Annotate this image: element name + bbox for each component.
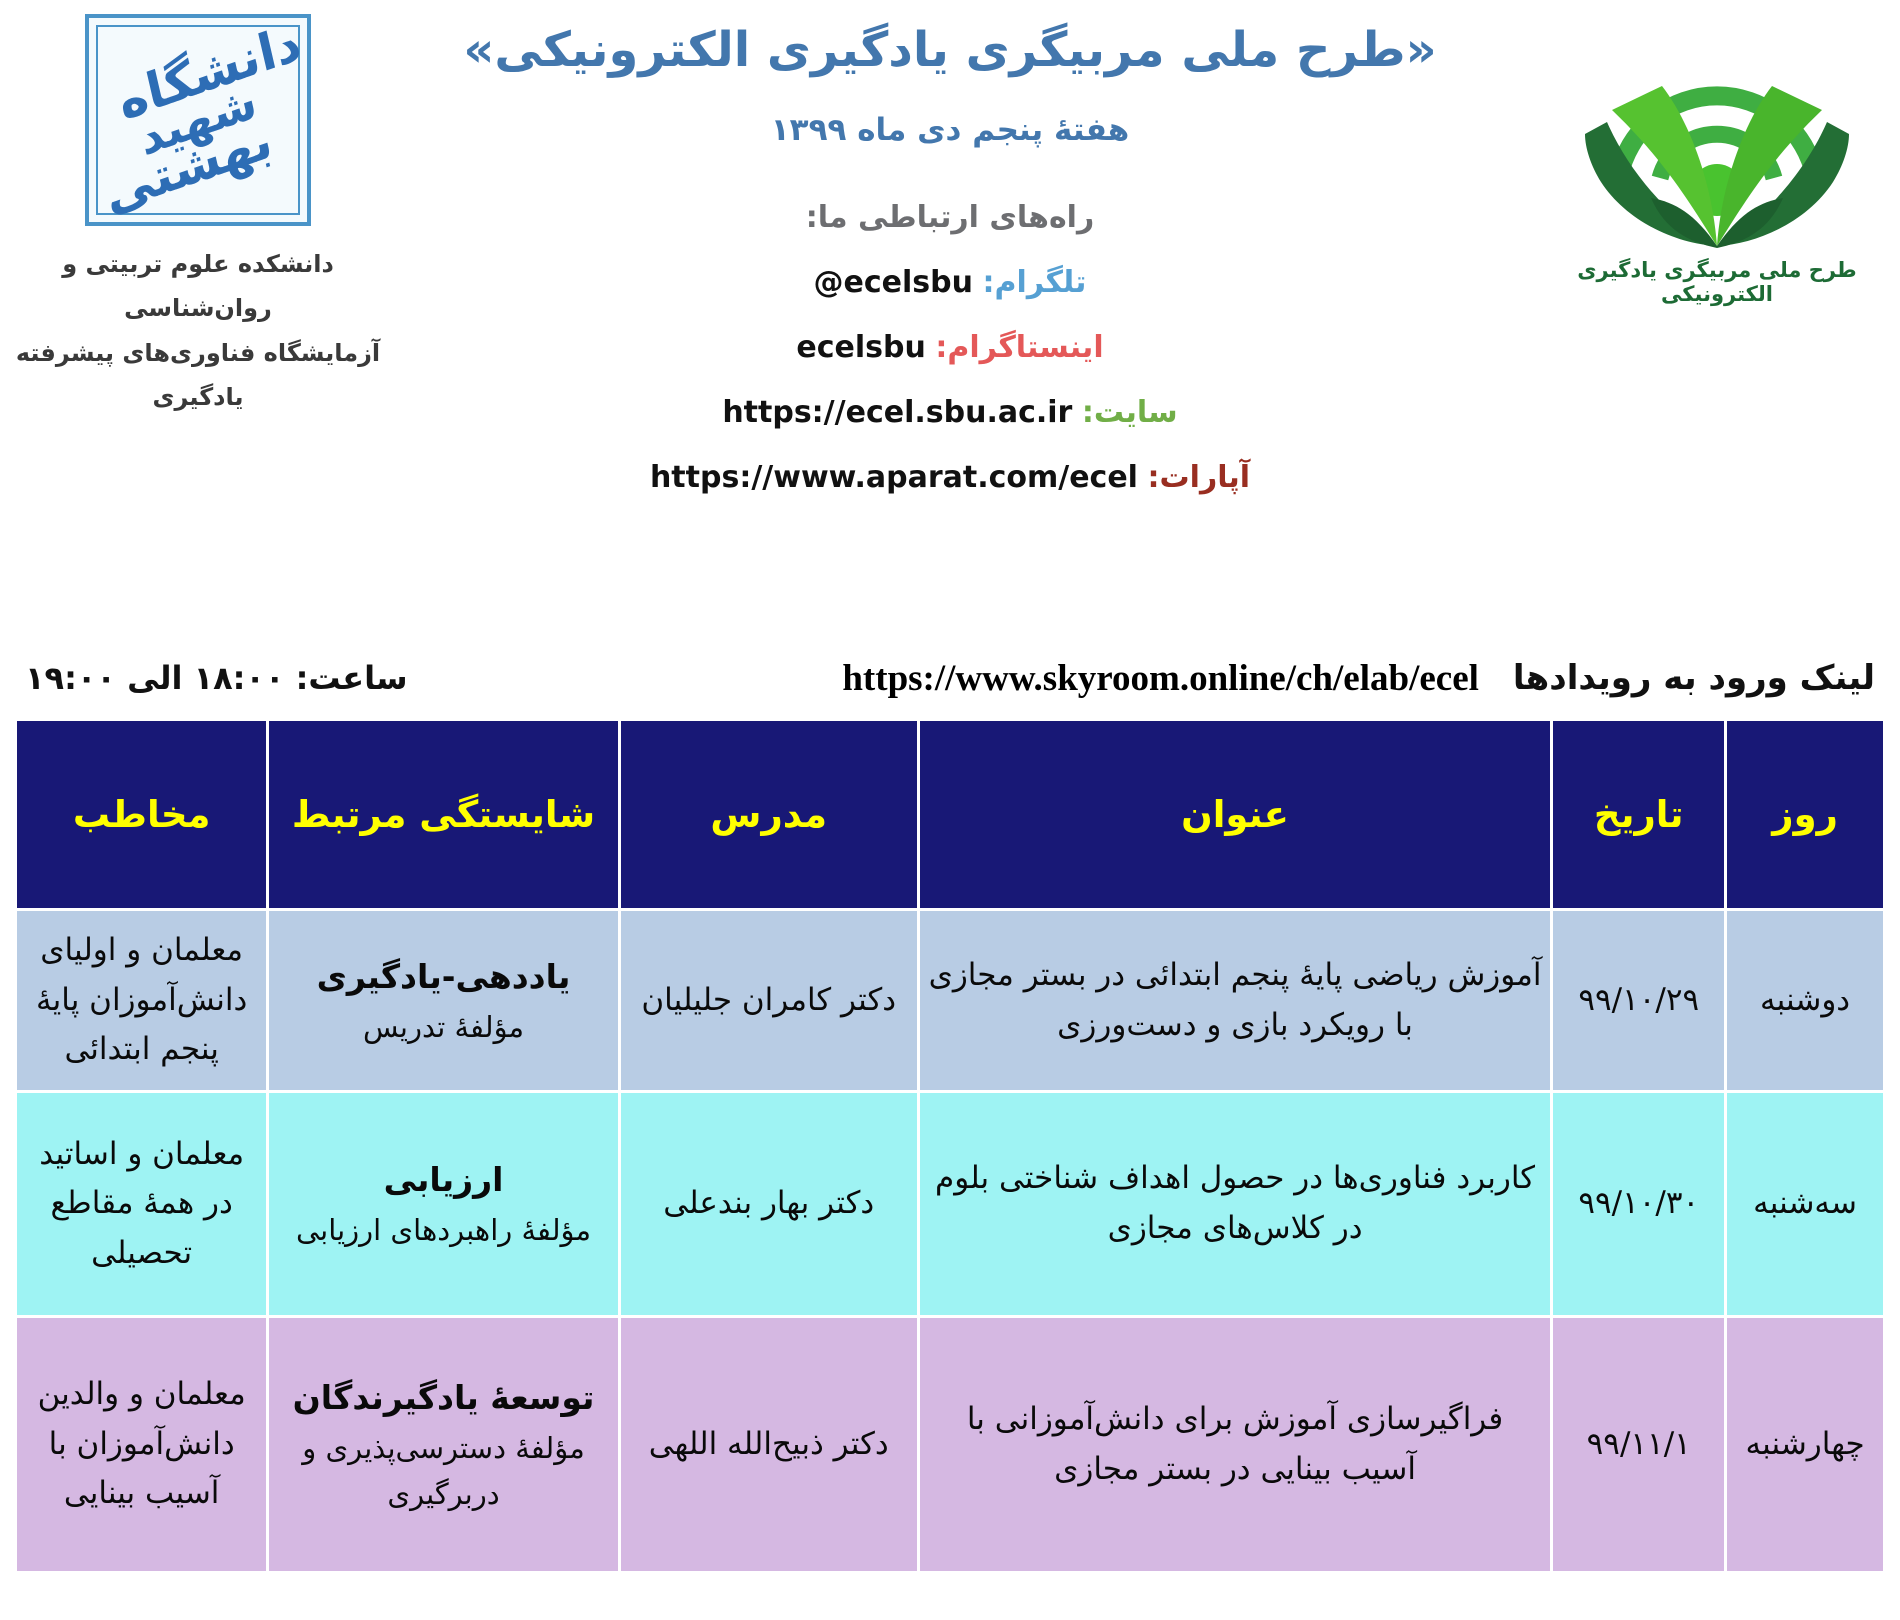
cell-title: کاربرد فناوری‌ها در حصول اهداف شناختی بل… [916,1090,1554,1318]
cell-title: آموزش ریاضی پایهٔ پنجم ابتدائی در بستر م… [916,908,1554,1093]
website-label: سایت: [1081,395,1178,430]
page-subtitle: هفتهٔ پنجم دی ماه ۱۳۹۹ [770,112,1130,148]
contact-line-aparat: آپارات: https://www.aparat.com/ecel [450,460,1450,495]
telegram-handle[interactable]: @ecelsbu [813,265,973,300]
aparat-url[interactable]: https://www.aparat.com/ecel [649,460,1138,495]
university-block: دانشگاه شهید بهشتی دانشکده علوم تربیتی و… [8,13,388,420]
competency-sub: مؤلفهٔ راهبردهای ارزیابی [295,1213,592,1248]
telegram-label: تلگرام: [982,265,1087,300]
contact-section: راه‌های ارتباطی ما: تلگرام: @ecelsbu این… [450,200,1450,495]
contact-line-telegram: تلگرام: @ecelsbu [450,265,1450,300]
cell-day: سه‌شنبه [1724,1090,1886,1318]
competency-main: یاددهی-یادگیری [316,956,571,996]
cell-date: ۹۹/۱۰/۳۰ [1550,1090,1728,1318]
university-logo: دانشگاه شهید بهشتی [85,13,311,226]
contact-line-website: سایت: https://ecel.sbu.ac.ir [450,395,1450,430]
cell-day: دوشنبه [1724,908,1886,1093]
cell-instructor: دکتر بهار بندعلی [617,1090,920,1318]
cell-audience: معلمان و والدین دانش‌آموزان با آسیب بینا… [13,1315,270,1574]
competency-main: ارزیابی [383,1160,504,1200]
col-header-date: تاریخ [1550,718,1728,911]
university-logo-inner: دانشگاه شهید بهشتی [96,13,306,224]
page-title: «طرح ملی مربیگری یادگیری الکترونیکی» [463,22,1437,78]
events-link-row: لینک ورود به رویدادها https://www.skyroo… [0,646,1900,710]
website-url[interactable]: https://ecel.sbu.ac.ir [722,395,1073,430]
competency-main: توسعهٔ یادگیرندگان [292,1377,595,1417]
cell-competency: یاددهی-یادگیری مؤلفهٔ تدریس [266,908,621,1093]
elearning-wifi-hands-icon [1585,86,1849,248]
table-row: دوشنبه ۹۹/۱۰/۲۹ آموزش ریاضی پایهٔ پنجم ا… [13,908,1886,1093]
university-caption: دانشکده علوم تربیتی و روان‌شناسی آزمایشگ… [8,242,388,420]
cell-competency: توسعهٔ یادگیرندگان مؤلفهٔ دسترسی‌پذیری و… [266,1315,621,1574]
faculty-name: دانشکده علوم تربیتی و روان‌شناسی [62,250,334,323]
center-header: «طرح ملی مربیگری یادگیری الکترونیکی» هفت… [450,22,1450,495]
contact-line-instagram: اینستاگرام: ecelsbu [450,330,1450,365]
col-header-instructor: مدرس [617,718,920,911]
program-logo-block: طرح ملی مربیگری یادگیری الکترونیکی [1552,18,1882,306]
lab-name: آزمایشگاه فناوری‌های پیشرفته یادگیری [15,338,381,412]
instagram-handle[interactable]: ecelsbu [796,330,926,365]
cell-instructor: دکتر ذبیح‌الله اللهی [617,1315,920,1574]
cell-audience: معلمان و اساتید در همهٔ مقاطع تحصیلی [13,1090,270,1318]
cell-instructor: دکتر کامران جلیلیان [617,908,920,1093]
session-time: ساعت: ۱۸:۰۰ الی ۱۹:۰۰ [25,659,408,697]
table-row: سه‌شنبه ۹۹/۱۰/۳۰ کاربرد فناوری‌ها در حصو… [13,1090,1886,1318]
contact-heading: راه‌های ارتباطی ما: [805,200,1095,235]
col-header-day: روز [1724,718,1886,911]
competency-sub: مؤلفهٔ تدریس [362,1009,525,1044]
university-logo-calligraphy: دانشگاه شهید بهشتی [90,13,306,225]
cell-audience: معلمان و اولیای دانش‌آموزان پایهٔ پنجم ا… [13,908,270,1093]
col-header-audience: مخاطب [13,718,270,911]
cell-date: ۹۹/۱۱/۱ [1550,1315,1728,1574]
col-header-competency: شایستگی مرتبط [266,718,621,911]
col-header-title: عنوان [916,718,1554,911]
events-link-label: لینک ورود به رویدادها [1512,658,1875,698]
program-logo-caption: طرح ملی مربیگری یادگیری الکترونیکی [1577,258,1857,306]
instagram-label: اینستاگرام: [935,330,1104,365]
skyroom-url[interactable]: https://www.skyroom.online/ch/elab/ecel [842,657,1479,699]
cell-title: فراگیرسازی آموزش برای دانش‌آموزانی با آس… [916,1315,1554,1574]
table-row: چهارشنبه ۹۹/۱۱/۱ فراگیرسازی آموزش برای د… [13,1315,1886,1574]
table-header-row: روز تاریخ عنوان مدرس شایستگی مرتبط مخاطب [13,718,1886,911]
header: دانشگاه شهید بهشتی دانشکده علوم تربیتی و… [0,0,1900,640]
cell-day: چهارشنبه [1724,1315,1886,1574]
events-link-group: لینک ورود به رویدادها https://www.skyroo… [842,657,1875,700]
schedule-table: روز تاریخ عنوان مدرس شایستگی مرتبط مخاطب… [13,718,1886,1574]
aparat-label: آپارات: [1147,460,1251,495]
cell-date: ۹۹/۱۰/۲۹ [1550,908,1728,1093]
cell-competency: ارزیابی مؤلفهٔ راهبردهای ارزیابی [266,1090,621,1318]
competency-sub: مؤلفهٔ دسترسی‌پذیری و دربرگیری [302,1430,585,1511]
